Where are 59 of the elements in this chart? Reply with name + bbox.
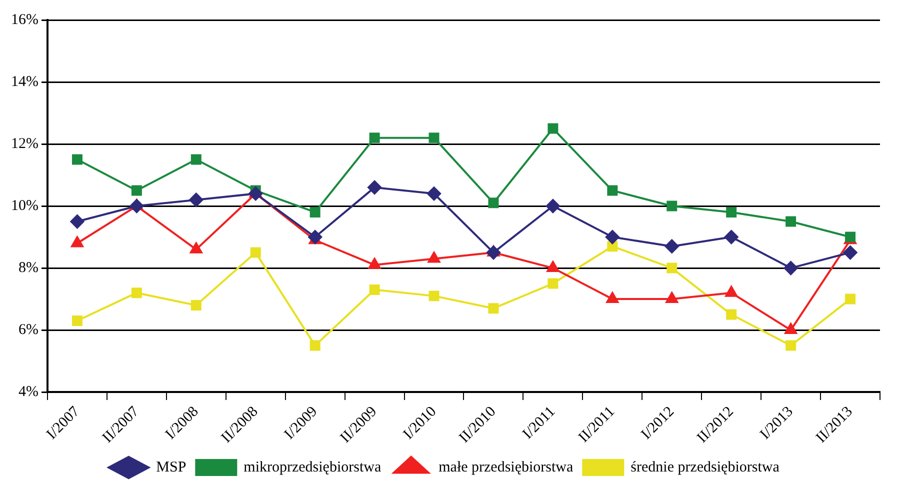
point — [726, 206, 737, 218]
point — [368, 258, 381, 269]
y-tick-label: 14% — [10, 74, 38, 90]
y-tick-label: 6% — [18, 322, 38, 338]
y-tick-label: 12% — [10, 136, 38, 152]
point — [189, 192, 204, 207]
point — [607, 241, 618, 252]
point — [427, 186, 442, 201]
point — [784, 323, 797, 334]
point — [131, 185, 142, 196]
point — [488, 198, 499, 208]
legend-label: MSP — [156, 459, 186, 476]
point — [845, 294, 856, 304]
point — [724, 230, 738, 244]
point — [72, 315, 82, 326]
point — [310, 340, 320, 351]
point — [607, 185, 618, 196]
point — [666, 262, 678, 274]
point — [546, 199, 560, 214]
point — [786, 340, 796, 351]
point — [786, 216, 796, 227]
point — [368, 180, 382, 194]
point — [131, 288, 142, 298]
point — [71, 236, 84, 248]
point — [310, 206, 320, 218]
point — [428, 132, 440, 144]
point — [606, 292, 619, 304]
point — [190, 154, 202, 165]
point — [70, 214, 84, 229]
y-tick-label: 4% — [18, 384, 38, 400]
legend-label: średnie przedsiębiorstwa — [630, 459, 780, 476]
y-tick-label: 16% — [10, 12, 38, 28]
point — [666, 200, 678, 212]
y-tick-label: 8% — [18, 260, 38, 276]
point — [548, 278, 558, 289]
point — [72, 154, 82, 165]
point — [248, 186, 263, 201]
point — [664, 239, 679, 254]
point — [190, 300, 202, 310]
point — [725, 286, 738, 297]
point — [130, 199, 144, 214]
point — [486, 246, 500, 260]
legend-label: małe przedsiębiorstwa — [438, 459, 574, 476]
point — [666, 292, 678, 304]
point — [843, 246, 858, 260]
point — [548, 123, 558, 134]
point — [250, 247, 261, 258]
point — [428, 252, 440, 263]
point — [488, 303, 499, 314]
point — [369, 132, 380, 144]
y-tick-label: 10% — [10, 198, 38, 214]
point — [605, 230, 620, 244]
legend-label: mikroprzedsiębiorstwa — [244, 459, 382, 476]
point — [784, 261, 798, 276]
point — [369, 284, 380, 295]
point — [428, 290, 440, 302]
point — [546, 261, 560, 272]
point — [190, 242, 202, 254]
point — [726, 309, 737, 320]
